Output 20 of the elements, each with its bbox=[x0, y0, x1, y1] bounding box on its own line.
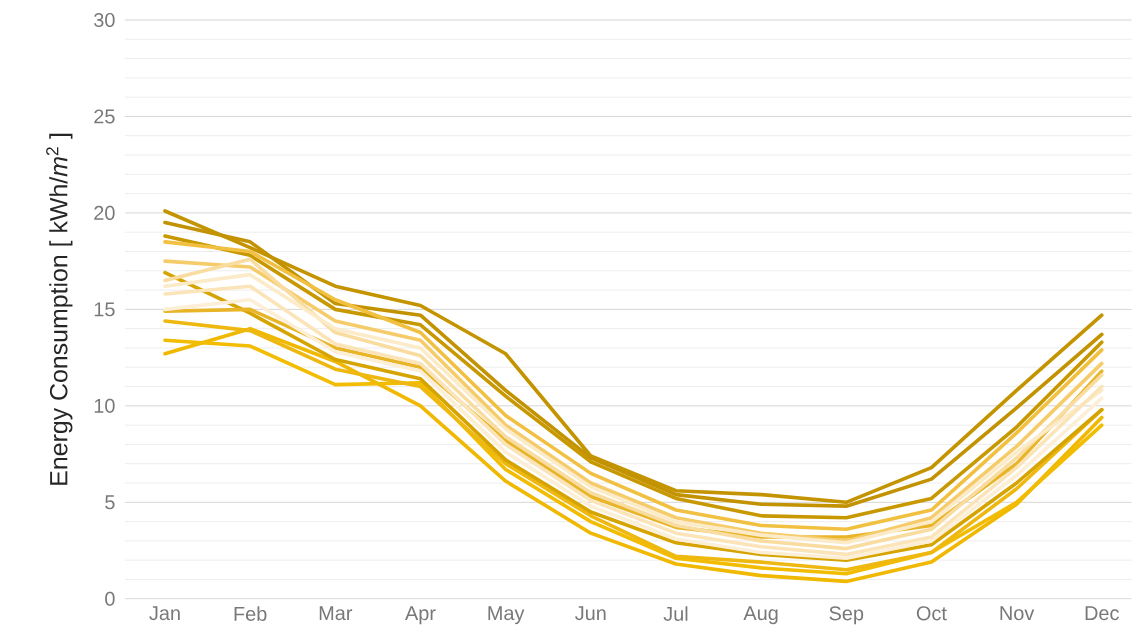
y-tick-label: 5 bbox=[105, 495, 115, 510]
y-tick-label: 20 bbox=[94, 206, 115, 221]
x-tick-label: Nov bbox=[1000, 606, 1035, 621]
y-tick-label: 10 bbox=[94, 398, 115, 414]
x-tick-label: Feb bbox=[234, 606, 267, 622]
x-tick-label: Dec bbox=[1085, 606, 1119, 621]
x-tick-label: Mar bbox=[319, 606, 353, 621]
x-tick-label: Jan bbox=[149, 606, 180, 621]
y-axis-title: Energy Consumption [ kWh/m$^{2}$ ] bbox=[46, 133, 73, 485]
x-tick-label: Sep bbox=[829, 606, 864, 625]
y-tick-label: 0 bbox=[105, 591, 115, 606]
x-tick-label: Jul bbox=[663, 606, 688, 622]
x-tick-label: Oct bbox=[916, 606, 947, 621]
x-tick-label: Aug bbox=[743, 606, 778, 625]
x-tick-label: Jun bbox=[575, 606, 606, 621]
y-tick-label: 15 bbox=[94, 302, 115, 317]
y-tick-label: 25 bbox=[94, 109, 115, 124]
x-tick-label: May bbox=[488, 606, 525, 625]
x-tick-label: Apr bbox=[405, 606, 436, 625]
y-tick-label: 30 bbox=[94, 13, 115, 28]
